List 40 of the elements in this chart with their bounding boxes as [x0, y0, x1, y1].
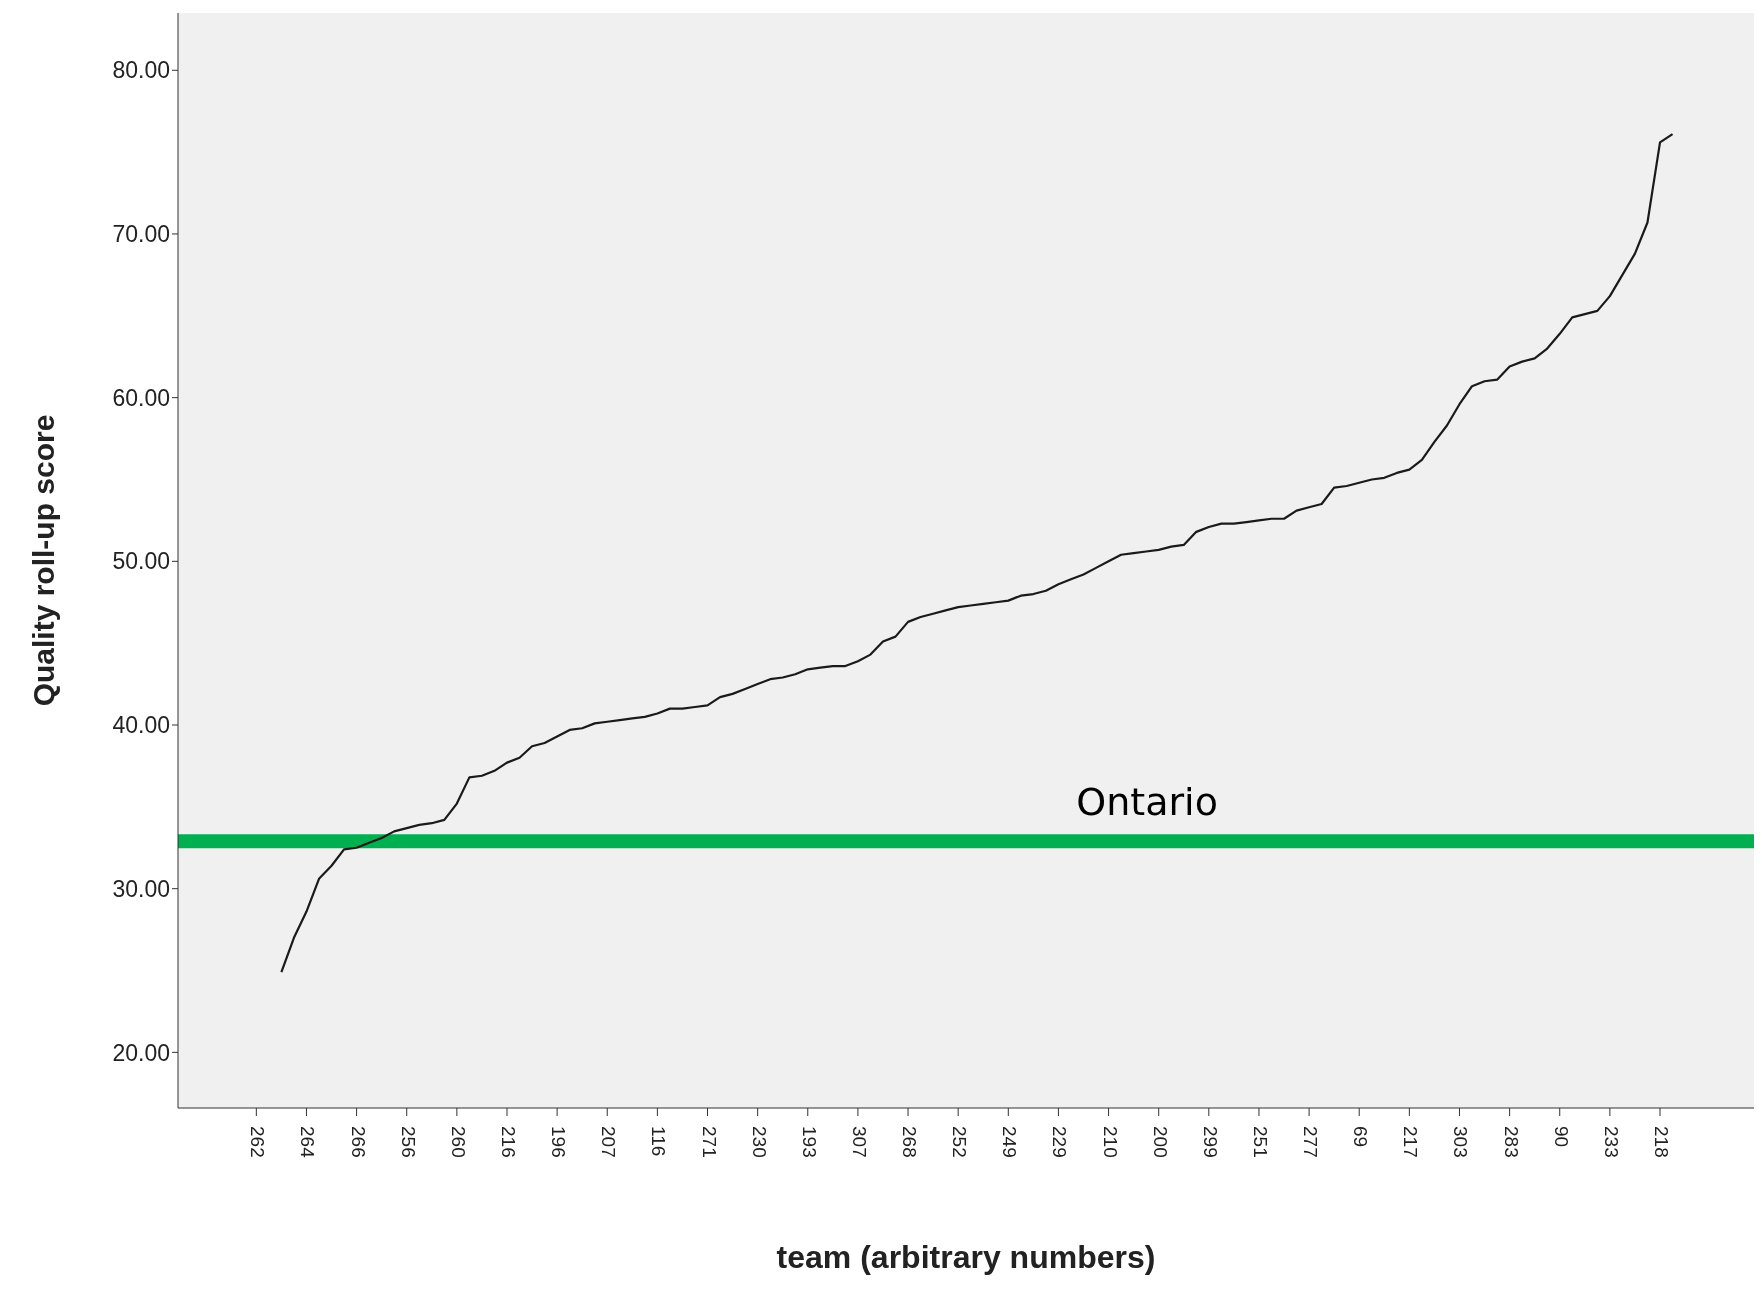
y-tick-label: 50.00	[112, 548, 170, 575]
x-tick-label: 216	[497, 1126, 519, 1158]
x-tick-label: 218	[1651, 1126, 1672, 1158]
y-tick-label: 80.00	[112, 57, 170, 84]
x-tick-label: 207	[598, 1126, 620, 1158]
x-tick-label: 299	[1199, 1126, 1221, 1158]
line-series	[280, 133, 1674, 974]
y-tick-label: 70.00	[112, 221, 170, 248]
x-tick-label: 90	[1550, 1126, 1572, 1148]
x-tick-label: 251	[1249, 1126, 1271, 1158]
x-tick-label: 230	[748, 1126, 770, 1158]
x-tick-label: 262	[247, 1126, 269, 1158]
x-tick-label: 264	[297, 1126, 319, 1159]
x-tick-label: 303	[1450, 1126, 1472, 1158]
x-tick-label: 233	[1600, 1126, 1622, 1158]
ref-line-label: Ontario	[1076, 780, 1218, 825]
x-tick-label: 196	[548, 1126, 570, 1158]
x-tick-label: 256	[397, 1126, 419, 1158]
y-tick-label: 20.00	[112, 1039, 170, 1066]
x-tick-label: 217	[1400, 1126, 1422, 1158]
x-tick-label: 283	[1500, 1126, 1522, 1158]
x-tick-label: 116	[648, 1126, 670, 1157]
x-axis-title: team (arbitrary numbers)	[776, 1239, 1156, 1275]
y-tick-label: 60.00	[112, 384, 170, 411]
x-tick-label: 266	[347, 1126, 369, 1158]
x-tick-label: 307	[848, 1126, 870, 1158]
x-tick-label: 260	[447, 1126, 469, 1158]
x-tick-label: 229	[1049, 1126, 1071, 1158]
x-tick-label: 277	[1300, 1126, 1322, 1158]
x-tick-label: 268	[899, 1126, 921, 1158]
x-tick-label: 249	[999, 1126, 1021, 1158]
x-tick-label: 210	[1099, 1126, 1121, 1158]
x-tick-label: 69	[1350, 1126, 1372, 1148]
x-tick-label: 193	[798, 1126, 820, 1158]
y-tick-label: 30.00	[112, 875, 170, 902]
x-tick-label: 200	[1149, 1126, 1171, 1158]
y-tick-label: 40.00	[112, 712, 170, 739]
y-axis-title: Quality roll-up score	[26, 414, 60, 707]
x-tick-label: 271	[698, 1126, 720, 1158]
x-tick-label: 252	[949, 1126, 971, 1158]
